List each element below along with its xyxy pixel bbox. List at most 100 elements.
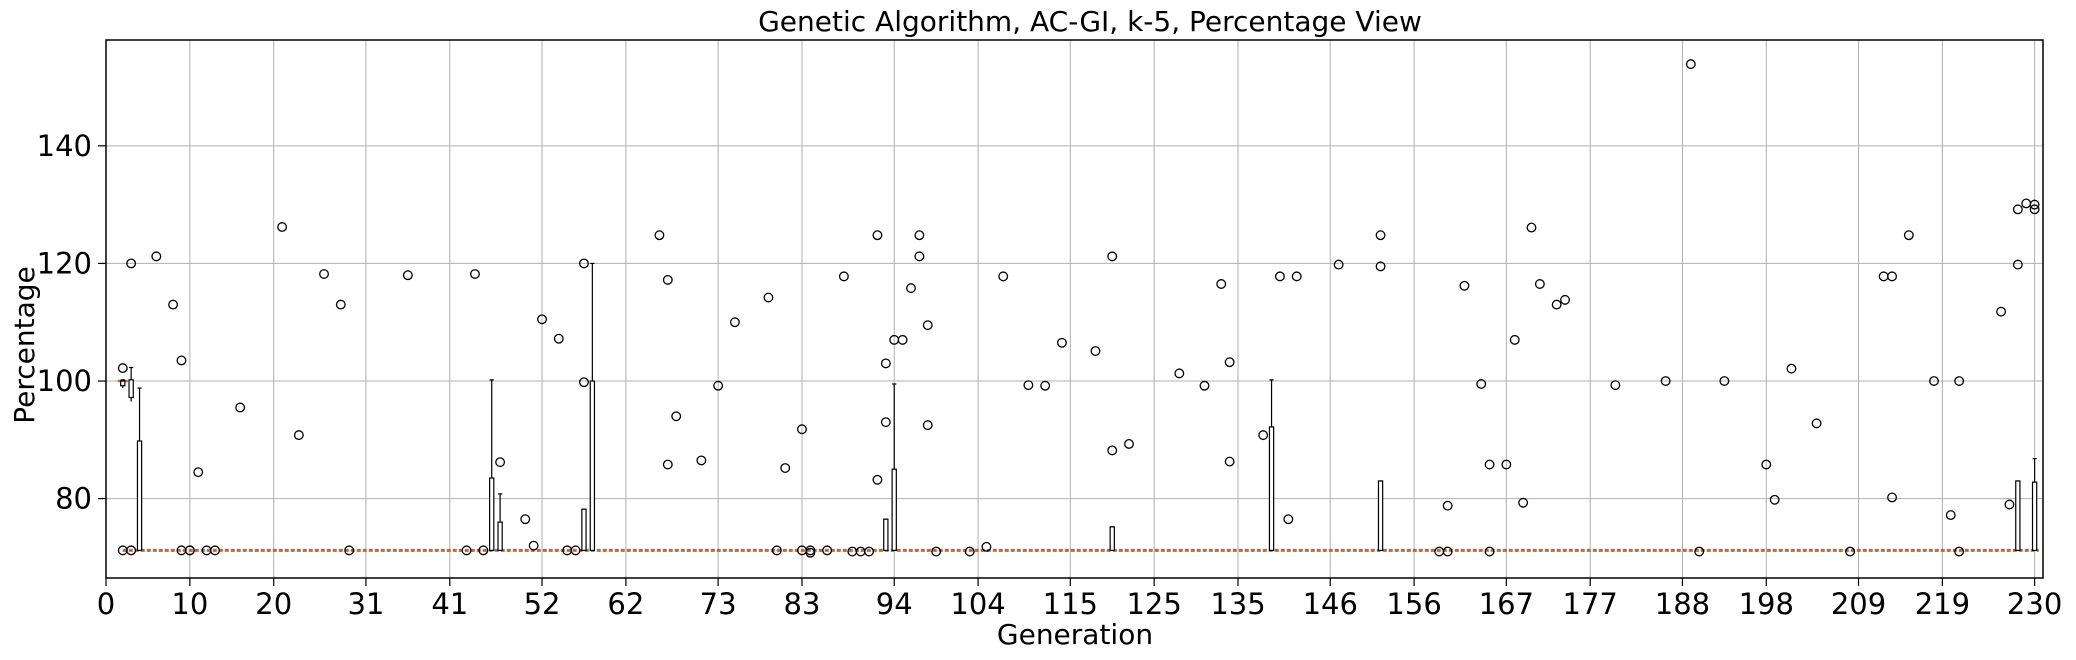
outlier-point: [1518, 497, 1529, 508]
outlier-point: [1610, 380, 1621, 391]
outlier-point: [696, 455, 707, 466]
box: [120, 380, 126, 387]
box: [1377, 480, 1384, 551]
y-axis-label: Percentage: [8, 266, 41, 424]
x-tick-label: 167: [1479, 587, 1534, 621]
outlier-point: [1526, 222, 1537, 233]
outlier-point: [671, 411, 682, 422]
outlier-point: [1224, 456, 1235, 467]
x-tick-label: 10: [171, 587, 208, 621]
outlier-point: [461, 545, 472, 556]
outlier-point: [822, 545, 833, 556]
x-tick-label: 209: [1831, 587, 1886, 621]
outlier-point: [1174, 368, 1185, 379]
y-axis-ticks: 80 100 120 140: [37, 129, 106, 516]
outlier-point: [1845, 546, 1856, 557]
x-tick-label: 41: [431, 587, 468, 621]
outlier-point: [872, 474, 883, 485]
outlier-point: [402, 270, 413, 281]
outlier-point: [1887, 492, 1898, 503]
outlier-point: [2029, 199, 2040, 210]
outlier-point: [1945, 510, 1956, 521]
outlier-point: [1459, 280, 1470, 291]
outlier-point: [1954, 376, 1965, 386]
x-tick-label: 230: [2007, 587, 2062, 621]
x-tick-label: 52: [524, 587, 561, 621]
outlier-point: [151, 251, 162, 262]
outlier-point: [931, 546, 942, 557]
outlier-point: [1996, 306, 2007, 317]
chart-title: Genetic Algorithm, AC-GI, k-5, Percentag…: [758, 5, 1422, 38]
outlier-point: [1107, 251, 1118, 262]
outlier-point: [537, 314, 547, 325]
outlier-point: [729, 317, 740, 328]
outlier-point: [1216, 279, 1227, 289]
outlier-point: [1375, 261, 1386, 272]
median-line-group: [117, 379, 2039, 552]
x-tick-label: 219: [1915, 587, 1970, 621]
plot-frame: [105, 39, 2044, 579]
outlier-point: [838, 271, 849, 282]
outlier-point: [771, 545, 782, 556]
x-tick-label: 0: [97, 587, 115, 621]
outlier-point: [1811, 418, 1822, 429]
outlier-point: [478, 545, 489, 556]
outlier-point: [1761, 459, 1772, 470]
y-tick-label: 120: [37, 246, 92, 280]
outlier-point: [2029, 204, 2040, 215]
outlier-point: [168, 299, 179, 310]
outlier-point: [1107, 445, 1118, 456]
outlier-point: [897, 334, 908, 345]
x-axis-ticks: 0 10 20 31 41 52 62 73 83 94 104 115 125 135 146 156 167…: [97, 578, 2062, 621]
outlier-point: [1442, 500, 1453, 511]
x-tick-label: 125: [1126, 587, 1181, 621]
outlier-point: [1660, 376, 1671, 386]
outlier-point: [126, 545, 137, 556]
x-tick-label: 188: [1655, 587, 1710, 621]
x-tick-label: 198: [1739, 587, 1794, 621]
x-tick-label: 73: [700, 587, 737, 621]
x-tick-label: 135: [1210, 587, 1265, 621]
y-tick-label: 80: [55, 482, 92, 516]
outlier-point: [1501, 459, 1512, 470]
x-tick-label: 20: [255, 587, 292, 621]
box: [489, 477, 495, 551]
y-tick-label: 140: [37, 129, 92, 163]
outlier-point: [117, 363, 128, 374]
outlier-point: [906, 283, 916, 294]
outlier-point: [1509, 334, 1520, 345]
x-tick-label: 83: [784, 587, 821, 621]
outlier-point: [780, 463, 791, 473]
outlier-point: [713, 380, 724, 391]
box: [2015, 480, 2021, 551]
outlier-point: [662, 459, 673, 470]
outlier-point: [1476, 379, 1487, 389]
x-tick-label: 156: [1386, 587, 1441, 621]
box: [497, 521, 503, 551]
box: [1268, 426, 1275, 551]
y-tick-label: 100: [37, 364, 92, 398]
outlier-point: [1903, 230, 1914, 241]
outlier-point: [880, 358, 891, 369]
outlier-point: [344, 545, 355, 556]
outlier-point: [579, 377, 589, 388]
outlier-point: [1534, 279, 1545, 289]
outlier-point: [914, 251, 925, 262]
outlier-point: [1954, 546, 1965, 557]
outlier-point: [579, 258, 589, 269]
outlier-point: [1769, 494, 1780, 505]
outlier-point: [1484, 459, 1495, 470]
outlier-point: [1199, 380, 1210, 391]
outlier-point: [1258, 430, 1269, 441]
outlier-point: [797, 424, 807, 435]
outlier-point: [1375, 230, 1386, 241]
outlier-point: [184, 545, 195, 556]
x-tick-label: 62: [607, 587, 644, 621]
box: [136, 440, 143, 551]
outlier-point: [998, 271, 1009, 282]
outlier-point: [1694, 546, 1705, 557]
outlier-point: [864, 546, 875, 557]
outlier-point: [1333, 259, 1344, 270]
box: [128, 379, 134, 399]
